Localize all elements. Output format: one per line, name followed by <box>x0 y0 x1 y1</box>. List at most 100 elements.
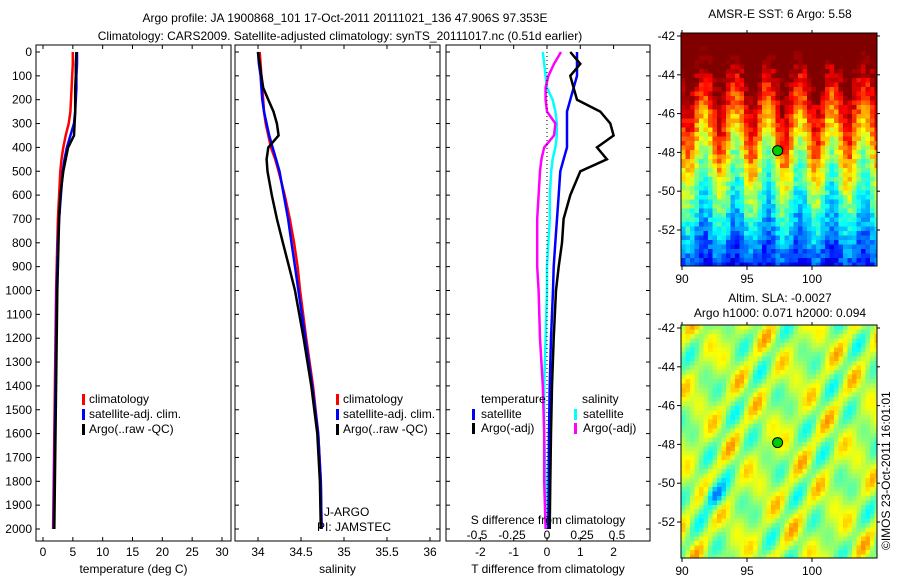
map-cell <box>816 514 821 519</box>
map-cell <box>730 397 736 402</box>
map-cell <box>780 181 785 187</box>
map-cell <box>784 428 790 434</box>
map-cell <box>852 334 857 339</box>
map-cell <box>856 100 862 106</box>
map-cell <box>753 96 758 101</box>
map-cell <box>771 195 776 200</box>
map-cell <box>811 356 817 362</box>
map-cell <box>852 258 857 263</box>
map-cell <box>744 60 749 65</box>
map-cell <box>699 554 704 559</box>
map-cell <box>699 361 704 366</box>
map-cell <box>757 338 763 344</box>
map-cell <box>838 374 844 380</box>
map-cell <box>802 159 808 164</box>
map-cell <box>856 123 862 128</box>
map-cell <box>721 244 727 250</box>
map-cell <box>766 536 772 542</box>
map-cell <box>847 379 853 384</box>
map-cell <box>762 168 767 173</box>
map-cell <box>807 541 812 546</box>
map-cell <box>735 541 740 546</box>
map-cell <box>865 545 871 551</box>
map-cell <box>694 163 700 169</box>
map-cell <box>870 204 875 209</box>
map-cell <box>807 401 812 407</box>
map-cell <box>775 60 781 65</box>
map-cell <box>757 226 763 232</box>
map-cell <box>730 78 736 83</box>
map-cell <box>753 82 758 88</box>
map-cell <box>780 491 785 497</box>
map-cell <box>780 500 785 506</box>
map-cell <box>847 383 853 389</box>
map-cell <box>856 505 862 510</box>
map-cell <box>856 262 862 267</box>
map-cell <box>762 127 767 133</box>
map-cell <box>829 523 835 528</box>
map-cell <box>762 73 767 79</box>
y-tick-label: -50 <box>658 184 676 198</box>
map-cell <box>798 397 803 402</box>
map-cell <box>757 163 763 169</box>
map-cell <box>744 496 749 501</box>
map-cell <box>771 181 776 187</box>
map-cell <box>847 410 853 416</box>
map-cell <box>757 258 763 263</box>
map-cell <box>802 33 808 38</box>
map-cell <box>834 464 839 470</box>
map-cell <box>757 42 763 47</box>
map-cell <box>847 550 853 555</box>
map-cell <box>762 69 767 74</box>
map-cell <box>820 437 826 443</box>
map-cell <box>852 428 857 434</box>
map-cell <box>780 195 785 200</box>
map-cell <box>874 325 878 330</box>
map-cell <box>726 473 731 479</box>
map-cell <box>784 541 790 546</box>
map-cell <box>753 455 758 461</box>
map-cell <box>793 105 799 110</box>
map-cell <box>726 231 731 236</box>
map-cell <box>726 64 731 70</box>
map-cell <box>685 329 691 335</box>
x-tick-label: 15 <box>126 545 140 559</box>
map-cell <box>771 401 776 407</box>
y-tick-label: 0 <box>25 45 32 59</box>
map-cell <box>798 469 803 474</box>
map-cell <box>789 51 794 56</box>
map-cell <box>856 424 862 429</box>
map-cell <box>784 491 790 497</box>
map-cell <box>726 406 731 411</box>
map-cell <box>870 437 875 443</box>
map-cell <box>811 262 817 267</box>
map-cell <box>865 523 871 528</box>
map-cell <box>690 244 695 250</box>
y-tick-label: 300 <box>12 117 32 131</box>
map-cell <box>865 181 871 187</box>
map-cell <box>856 96 862 101</box>
map-cell <box>712 109 718 115</box>
map-cell <box>816 482 821 488</box>
map-cell <box>694 392 700 398</box>
map-cell <box>807 105 812 110</box>
map-cell <box>690 177 695 182</box>
map-cell <box>748 491 754 497</box>
map-cell <box>685 136 691 142</box>
map-cell <box>753 347 758 353</box>
map-cell <box>766 500 772 506</box>
map-cell <box>757 240 763 245</box>
map-cell <box>694 491 700 497</box>
map-cell <box>757 343 763 348</box>
map-cell <box>816 491 821 497</box>
map-cell <box>771 532 776 537</box>
y-tick-label: 500 <box>12 164 32 178</box>
map-cell <box>753 496 758 501</box>
map-cell <box>685 226 691 232</box>
map-cell <box>798 199 803 205</box>
map-cell <box>856 343 862 348</box>
map-cell <box>694 388 700 393</box>
map-cell <box>712 195 718 200</box>
map-cell <box>681 91 686 97</box>
map-cell <box>771 64 776 70</box>
